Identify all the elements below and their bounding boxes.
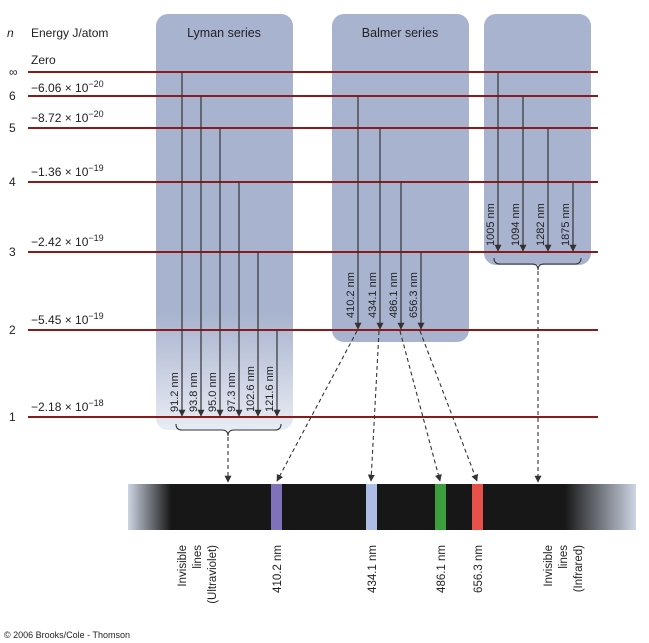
balmer-projection-1 bbox=[276, 330, 358, 482]
spectrum-bar bbox=[128, 484, 636, 530]
spectrum-line-434 bbox=[366, 484, 377, 530]
balmer-wl-3: 486.1 nm bbox=[388, 272, 400, 318]
lyman-wl-6: 121.6 nm bbox=[264, 366, 276, 412]
level-n-2: 2 bbox=[9, 323, 16, 337]
spectrum-label-656: 656.3 nm bbox=[473, 545, 485, 593]
lyman-wl-1: 91.2 nm bbox=[169, 372, 181, 412]
spectrum-line-656 bbox=[472, 484, 483, 530]
paschen-panel bbox=[484, 14, 591, 265]
n-header: n bbox=[7, 26, 14, 40]
uv-label-2: lines bbox=[192, 545, 204, 569]
series-panels: Lyman series Balmer series bbox=[156, 14, 591, 430]
level-n-5: 5 bbox=[9, 121, 16, 135]
level-n-6: 6 bbox=[9, 89, 16, 103]
balmer-projection-4 bbox=[419, 330, 479, 482]
level-n-3: 3 bbox=[9, 245, 16, 259]
lyman-panel bbox=[156, 14, 293, 430]
emission-spectrum bbox=[128, 484, 636, 530]
level-energy-5: −8.72 × 10−20 bbox=[31, 109, 104, 125]
transition-arrows bbox=[178, 72, 577, 417]
spectrum-label-410: 410.2 nm bbox=[272, 545, 284, 593]
lyman-wl-2: 93.8 nm bbox=[188, 372, 200, 412]
level-energy-1: −2.18 × 10−18 bbox=[31, 398, 104, 414]
energy-levels: ∞ 6 5 4 3 2 1 Zero −6.06 × 10−20 −8.72 ×… bbox=[9, 53, 598, 424]
level-energy-4: −1.36 × 10−19 bbox=[31, 163, 104, 179]
ir-label-2: lines bbox=[558, 545, 570, 569]
lyman-wl-4: 97.3 nm bbox=[226, 372, 238, 412]
balmer-wl-4: 656.3 nm bbox=[408, 272, 420, 318]
lyman-series-title: Lyman series bbox=[187, 26, 261, 40]
ir-label-3: (Infrared) bbox=[573, 545, 585, 592]
lyman-brace bbox=[175, 423, 282, 437]
balmer-series-title: Balmer series bbox=[362, 26, 438, 40]
balmer-projection-3 bbox=[399, 330, 442, 482]
uv-label-3: (Ultraviolet) bbox=[207, 545, 219, 604]
balmer-projection-2 bbox=[367, 330, 380, 482]
level-energy-inf: Zero bbox=[31, 53, 56, 67]
level-energy-3: −2.42 × 10−19 bbox=[31, 233, 104, 249]
spectrum-labels: Invisible lines (Ultraviolet) 410.2 nm 4… bbox=[177, 545, 585, 604]
spectrum-line-410 bbox=[271, 484, 282, 530]
paschen-brace bbox=[493, 257, 582, 271]
level-energy-6: −6.06 × 10−20 bbox=[31, 79, 104, 95]
balmer-wl-1: 410.2 nm bbox=[345, 272, 357, 318]
wavelength-labels: 91.2 nm 93.8 nm 95.0 nm 97.3 nm 102.6 nm… bbox=[169, 203, 572, 412]
level-energy-2: −5.45 × 10−19 bbox=[31, 311, 104, 327]
spectrum-label-434: 434.1 nm bbox=[367, 545, 379, 593]
series-braces bbox=[175, 257, 582, 437]
level-n-inf: ∞ bbox=[9, 65, 18, 79]
copyright: © 2006 Brooks/Cole - Thomson bbox=[4, 630, 130, 640]
spectrum-line-486 bbox=[435, 484, 446, 530]
paschen-wl-2: 1094 nm bbox=[510, 203, 522, 246]
projection-arrows bbox=[224, 271, 542, 483]
ir-label: Invisible bbox=[543, 545, 555, 587]
level-n-4: 4 bbox=[9, 175, 16, 189]
uv-label: Invisible bbox=[177, 545, 189, 587]
paschen-wl-1: 1005 nm bbox=[485, 203, 497, 246]
balmer-wl-2: 434.1 nm bbox=[367, 272, 379, 318]
paschen-wl-4: 1875 nm bbox=[560, 203, 572, 246]
energy-header: Energy J/atom bbox=[31, 26, 108, 40]
lyman-wl-5: 102.6 nm bbox=[245, 366, 257, 412]
lyman-wl-3: 95.0 nm bbox=[207, 372, 219, 412]
paschen-wl-3: 1282 nm bbox=[535, 203, 547, 246]
spectrum-label-486: 486.1 nm bbox=[436, 545, 448, 593]
level-n-1: 1 bbox=[9, 410, 16, 424]
